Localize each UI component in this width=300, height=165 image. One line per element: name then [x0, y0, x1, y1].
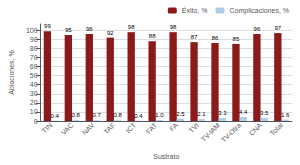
- svg-text:NAV: NAV: [81, 121, 96, 136]
- svg-text:TIN: TIN: [41, 122, 54, 135]
- svg-text:60: 60: [30, 63, 38, 70]
- svg-text:Complicaciones, %: Complicaciones, %: [229, 7, 289, 15]
- svg-text:30: 30: [30, 90, 38, 97]
- svg-text:2.5: 2.5: [176, 111, 185, 117]
- svg-text:0.4: 0.4: [134, 113, 143, 119]
- svg-text:TV-IAM: TV-IAM: [200, 121, 222, 143]
- svg-text:TV-Otra: TV-Otra: [220, 121, 242, 143]
- svg-text:Sustrato: Sustrato: [153, 153, 179, 160]
- svg-text:98: 98: [170, 24, 177, 30]
- svg-text:70: 70: [30, 54, 38, 61]
- svg-text:Éxito, %: Éxito, %: [182, 6, 208, 14]
- svg-text:0.4: 0.4: [51, 113, 60, 119]
- svg-text:99: 99: [44, 23, 51, 29]
- svg-text:20: 20: [30, 99, 38, 106]
- svg-text:TVI: TVI: [188, 121, 201, 134]
- svg-text:98: 98: [128, 24, 135, 30]
- svg-text:80: 80: [30, 45, 38, 52]
- svg-text:97: 97: [275, 25, 282, 31]
- svg-text:88: 88: [149, 33, 156, 39]
- svg-text:CNA: CNA: [248, 121, 264, 137]
- svg-text:0.7: 0.7: [92, 112, 101, 118]
- svg-text:40: 40: [30, 81, 38, 88]
- svg-text:86: 86: [212, 35, 219, 41]
- svg-text:0: 0: [34, 118, 38, 125]
- svg-text:1.0: 1.0: [155, 112, 164, 118]
- svg-text:1.6: 1.6: [281, 112, 290, 118]
- svg-text:0.8: 0.8: [72, 112, 81, 118]
- svg-text:TAF: TAF: [102, 122, 116, 136]
- svg-text:100: 100: [26, 27, 38, 34]
- svg-text:FA: FA: [168, 121, 179, 132]
- svg-text:96: 96: [86, 26, 93, 32]
- svg-text:3.5: 3.5: [260, 110, 269, 116]
- svg-text:10: 10: [30, 108, 38, 115]
- svg-text:92: 92: [107, 30, 114, 36]
- svg-text:50: 50: [30, 72, 38, 79]
- svg-text:Ablaciones, %: Ablaciones, %: [8, 50, 15, 94]
- svg-text:96: 96: [254, 26, 261, 32]
- svg-text:VAC: VAC: [60, 122, 75, 137]
- svg-text:95: 95: [65, 27, 72, 33]
- svg-text:Total: Total: [269, 121, 285, 137]
- svg-text:0.8: 0.8: [113, 112, 122, 118]
- svg-text:90: 90: [30, 36, 38, 43]
- svg-text:2.1: 2.1: [197, 111, 206, 117]
- svg-text:4.4: 4.4: [239, 109, 248, 115]
- svg-text:FAT: FAT: [145, 121, 159, 135]
- svg-text:87: 87: [191, 34, 198, 40]
- svg-text:85: 85: [233, 36, 240, 42]
- svg-text:ICT: ICT: [124, 121, 137, 134]
- svg-text:3.3: 3.3: [218, 110, 227, 116]
